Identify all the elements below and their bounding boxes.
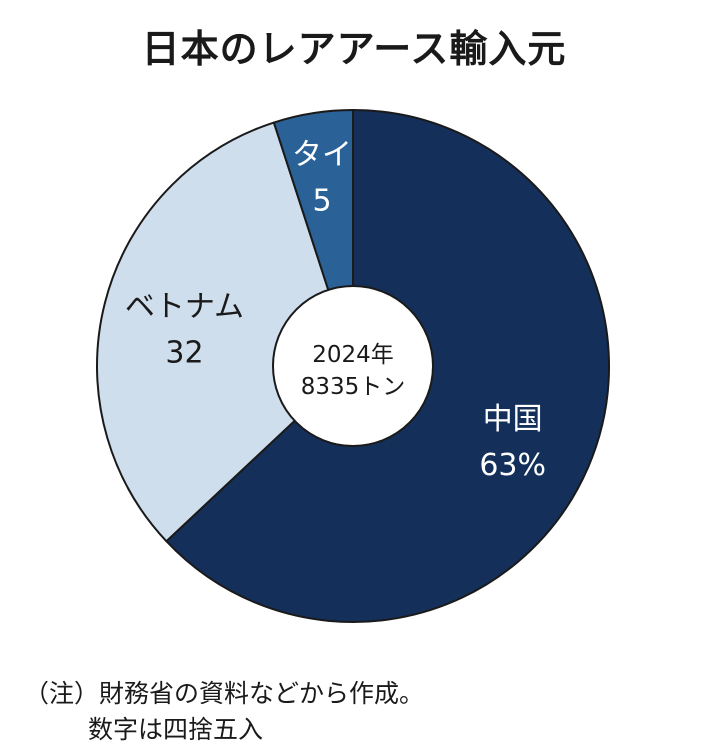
slice-value-vietnam: 32 [165,336,203,371]
center-year-label: 2024年 [312,342,394,368]
chart-title: 日本のレアアース輸入元 [141,27,567,71]
rounding-note: 数字は四捨五入 [88,715,264,744]
slice-label-thailand: タイ [292,137,352,172]
source-note: （注）財務省の資料などから作成。 [24,679,425,708]
center-total-label: 8335トン [301,374,406,400]
slice-label-vietnam: ベトナム [125,290,244,325]
pie-chart: 2024年 8335トン 中国 63% ベトナム 32 タイ 5 [96,109,610,623]
slice-value-china: 63% [479,448,546,483]
center-hole [272,285,434,447]
slice-value-thailand: 5 [312,183,331,218]
pie-slice-vietnam [96,121,354,543]
slice-label-china: 中国 [483,402,543,437]
